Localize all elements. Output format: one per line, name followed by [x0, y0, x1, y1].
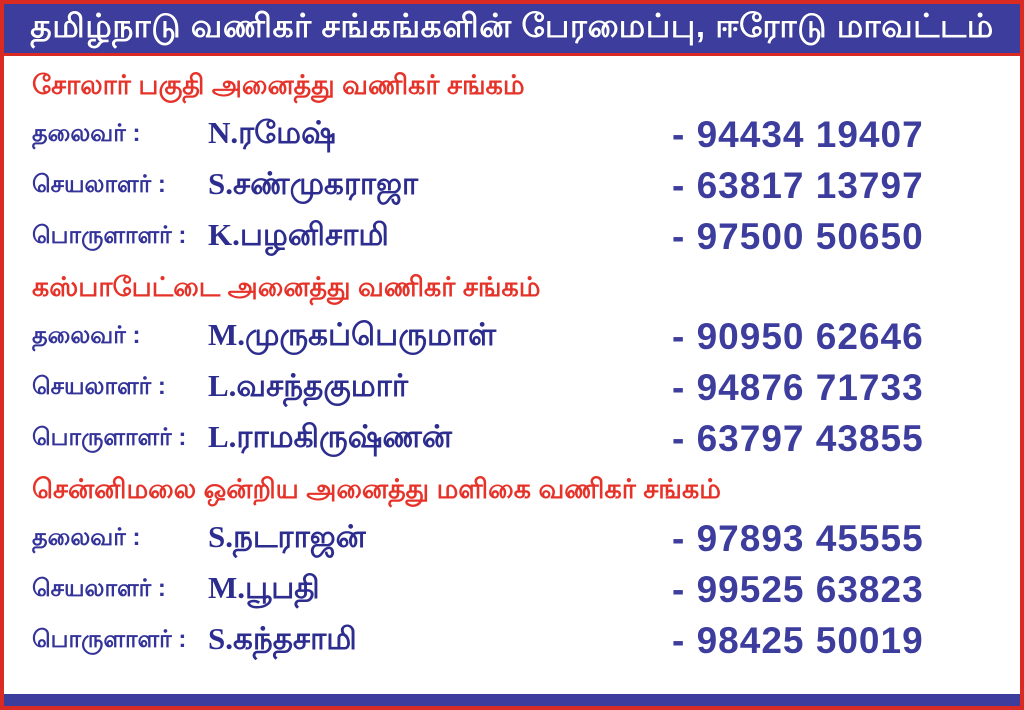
- person-name: L.வசந்தகுமார்: [208, 367, 409, 403]
- contact-row: தலைவர் : M.முருகப்பெருமாள் - 90950 62646: [32, 311, 992, 362]
- header-bar: தமிழ்நாடு வணிகர் சங்கங்களின் பேரமைப்பு, …: [4, 4, 1020, 56]
- person-name: S.நடராஜன்: [208, 518, 366, 554]
- association-section: சென்னிமலை ஒன்றிய அனைத்து மளிகை வணிகர் சங…: [32, 474, 992, 666]
- person-name: L.ராமகிருஷ்ணன்: [208, 418, 452, 454]
- phone-number: - 94876 71733: [672, 366, 924, 408]
- role-label: பொருளாளர் :: [32, 423, 187, 451]
- role-label: பொருளாளர் :: [32, 221, 187, 249]
- contact-row: செயலாளர் : M.பூபதி - 99525 63823: [32, 564, 992, 615]
- contact-row: பொருளாளர் : L.ராமகிருஷ்ணன் - 63797 43855: [32, 413, 992, 464]
- phone-number: - 97500 50650: [672, 215, 924, 257]
- contact-row: செயலாளர் : L.வசந்தகுமார் - 94876 71733: [32, 362, 992, 413]
- section-heading: சென்னிமலை ஒன்றிய அனைத்து மளிகை வணிகர் சங…: [32, 474, 721, 504]
- contact-row: செயலாளர் : S.சண்முகராஜா - 63817 13797: [32, 160, 992, 211]
- section-heading: சோலார் பகுதி அனைத்து வணிகர் சங்கம்: [32, 70, 525, 100]
- role-label: செயலாளர் :: [32, 574, 166, 602]
- phone-number: - 63817 13797: [672, 164, 924, 206]
- person-name: M.பூபதி: [208, 569, 320, 605]
- association-section: சோலார் பகுதி அனைத்து வணிகர் சங்கம் தலைவர…: [32, 70, 992, 262]
- role-label: பொருளாளர் :: [32, 625, 187, 653]
- person-name: S.கந்தசாமி: [208, 620, 357, 656]
- contact-row: பொருளாளர் : K.பழனிசாமி - 97500 50650: [32, 211, 992, 262]
- role-label: தலைவர் :: [32, 321, 141, 349]
- person-name: M.முருகப்பெருமாள்: [208, 316, 497, 352]
- contact-row: தலைவர் : N.ரமேஷ் - 94434 19407: [32, 109, 992, 160]
- section-heading: கஸ்பாபேட்டை அனைத்து வணிகர் சங்கம்: [32, 272, 541, 302]
- role-label: செயலாளர் :: [32, 170, 166, 198]
- phone-number: - 63797 43855: [672, 417, 924, 459]
- contact-row: பொருளாளர் : S.கந்தசாமி - 98425 50019: [32, 615, 992, 666]
- contact-row: தலைவர் : S.நடராஜன் - 97893 45555: [32, 513, 992, 564]
- phone-number: - 94434 19407: [672, 113, 924, 155]
- bottom-accent-bar: [4, 694, 1020, 706]
- person-name: N.ரமேஷ்: [208, 114, 336, 150]
- role-label: செயலாளர் :: [32, 372, 166, 400]
- phone-number: - 90950 62646: [672, 315, 924, 357]
- role-label: தலைவர் :: [32, 119, 141, 147]
- content: சோலார் பகுதி அனைத்து வணிகர் சங்கம் தலைவர…: [4, 56, 1020, 694]
- phone-number: - 98425 50019: [672, 619, 924, 661]
- phone-number: - 99525 63823: [672, 568, 924, 610]
- person-name: K.பழனிசாமி: [208, 216, 389, 252]
- association-section: கஸ்பாபேட்டை அனைத்து வணிகர் சங்கம் தலைவர்…: [32, 272, 992, 464]
- person-name: S.சண்முகராஜா: [208, 165, 419, 201]
- page-title: தமிழ்நாடு வணிகர் சங்கங்களின் பேரமைப்பு, …: [30, 7, 994, 44]
- phone-number: - 97893 45555: [672, 517, 924, 559]
- role-label: தலைவர் :: [32, 523, 141, 551]
